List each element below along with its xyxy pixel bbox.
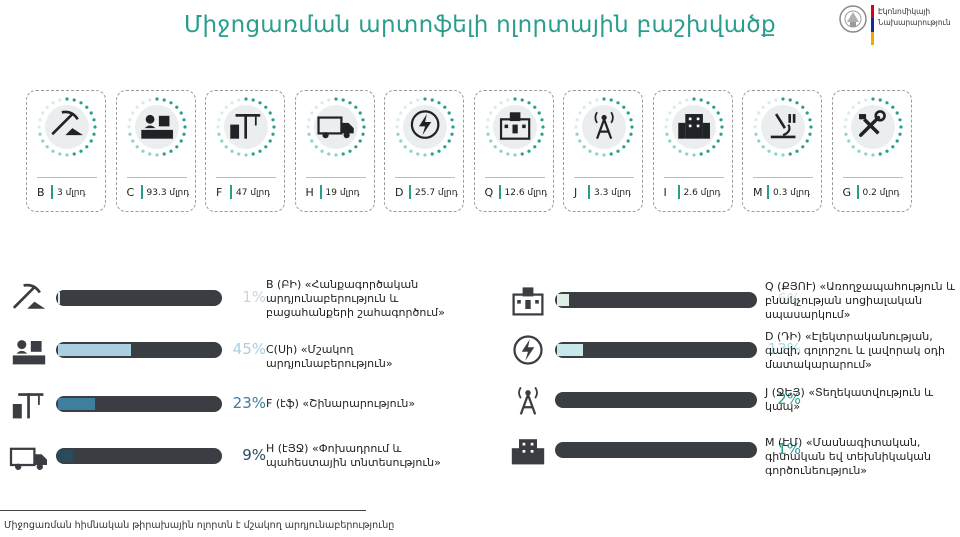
bar-row: 23% F (էֆ) «Շինարարություն» xyxy=(4,384,480,424)
hospital-icon xyxy=(484,97,545,157)
card-value: 25.7 մլրդ xyxy=(415,188,458,198)
card-value: 93.3 մլրդ xyxy=(146,188,190,198)
card-code: M xyxy=(753,186,763,199)
bar-row: 6% Q (ՔՅՈՒ) «Առողջապահություն և բնակչությ… xyxy=(503,280,960,321)
ministry-logo: Էկոնոմիկայի Նախարարություն xyxy=(838,4,958,50)
bar-fill xyxy=(557,294,569,306)
bar-label: J (ՋԵՅ) «Տեղեկատվություն և կապ» xyxy=(765,386,934,413)
card-value: 3.3 մլրդ xyxy=(594,188,631,198)
bar-percent: 2% xyxy=(777,390,801,408)
bar-fill xyxy=(58,344,131,356)
card-value: 0.3 մլրդ xyxy=(773,188,810,198)
truck-icon xyxy=(305,97,366,157)
sector-card-c: C 93.3 մլրդ xyxy=(115,90,196,212)
card-code: J xyxy=(574,186,578,199)
bar-track xyxy=(56,290,222,306)
bar-row: 13% D (ԴԻ) «Էլեկտրականության, գազի, գոլոր… xyxy=(503,330,960,371)
hotel-icon xyxy=(663,97,724,157)
bar-row: 1% M (ԷՄ) «Մասնագիտական, գիտական եվ տեխնի… xyxy=(503,430,960,477)
bar-label: D (ԴԻ) «Էլեկտրականության, գազի, գոլորշու… xyxy=(765,330,945,371)
card-value: 12.6 մլրդ xyxy=(504,188,548,198)
construction-icon xyxy=(12,393,44,419)
card-value: 0.2 մլրդ xyxy=(862,188,900,198)
bar-fill xyxy=(58,450,73,462)
bar-row: 45% C(Սի) «Մշակող արդյունաբերություն» xyxy=(4,330,480,370)
mining-icon xyxy=(13,283,46,309)
card-value: 3 մլրդ xyxy=(57,188,86,198)
card-code: H xyxy=(305,186,314,199)
lightning-icon xyxy=(395,97,455,157)
sector-card-m: M 0.3 մլրդ xyxy=(742,90,822,212)
card-code: Q xyxy=(484,186,494,199)
manufacturing-icon xyxy=(12,340,46,365)
microscope-icon xyxy=(753,97,813,157)
bar-row: 1% B (ԲԻ) «Հանքագործական արդյունաբերությո… xyxy=(4,278,480,319)
card-code: G xyxy=(842,186,852,199)
bar-fill xyxy=(58,292,60,304)
bar-label: M (ԷՄ) «Մասնագիտական, գիտական եվ տեխնիկա… xyxy=(765,436,931,477)
bar-fill xyxy=(557,394,561,406)
antenna-icon xyxy=(518,386,538,415)
hospital-icon xyxy=(512,287,544,316)
footer-note: Միջոցառման հիմնական թիրախային ոլորտն է մ… xyxy=(4,520,395,531)
bar-track xyxy=(555,292,757,308)
card-value: 47 մլրդ xyxy=(236,188,271,198)
logo-line-1: Էկոնոմիկայի xyxy=(878,7,931,16)
bar-row: 2% J (ՋԵՅ) «Տեղեկատվություն և կապ» xyxy=(503,380,960,420)
sector-card-d: D 25.7 մլրդ xyxy=(384,90,464,212)
bar-track xyxy=(56,342,222,358)
card-code: B xyxy=(37,186,45,199)
bar-percent: 23% xyxy=(232,394,266,412)
bar-percent: 1% xyxy=(242,288,266,306)
card-value: 2.6 մլրդ xyxy=(683,188,721,198)
sector-cards: B 3 մլրդ C 93.3 մլրդ F 47 մլրդ H 19 մլրդ D 25.7 մ… xyxy=(26,90,926,214)
flag-stripes xyxy=(871,5,874,45)
sector-card-g: G 0.2 մլրդ xyxy=(831,90,912,212)
bar-track xyxy=(555,392,757,408)
lightning-icon xyxy=(513,335,543,365)
tools-icon xyxy=(842,97,903,157)
bar-percent: 6% xyxy=(777,290,801,308)
bar-label: Q (ՔՅՈՒ) «Առողջապահություն և բնակչության… xyxy=(765,280,956,321)
sector-card-q: Q 12.6 մլրդ xyxy=(473,90,554,212)
bar-fill xyxy=(557,344,583,356)
card-code: F xyxy=(216,186,223,199)
manufacturing-icon xyxy=(126,97,187,157)
bar-label: B (ԲԻ) «Հանքագործական արդյունաբերություն… xyxy=(266,278,445,319)
bar-percent: 13% xyxy=(767,340,801,358)
page-title: Միջոցառման արտոֆելի ոլորտային բաշխվածք xyxy=(184,12,776,38)
bar-percent: 1% xyxy=(777,440,801,458)
construction-icon xyxy=(216,97,276,157)
bar-track xyxy=(555,442,757,458)
card-code: D xyxy=(395,186,404,199)
bar-percent: 45% xyxy=(232,340,266,358)
bar-fill xyxy=(58,398,96,410)
footer-divider xyxy=(0,510,366,511)
bar-track xyxy=(56,396,222,412)
bar-track xyxy=(56,448,222,464)
bar-row: 9% H (էՅՋ) «Փոխադրում և պահեստային տնտեսո… xyxy=(4,436,480,476)
card-code: I xyxy=(663,186,667,199)
card-code: C xyxy=(126,186,135,199)
card-value: 19 մլրդ xyxy=(325,188,360,198)
mining-icon xyxy=(37,97,97,157)
sector-card-b: B 3 մլրդ xyxy=(26,90,106,212)
sector-card-j: J 3.3 մլրդ xyxy=(563,90,643,212)
bar-percent: 9% xyxy=(242,446,266,464)
logo-line-2: Նախարարություն xyxy=(878,18,951,27)
sector-card-i: I 2.6 մլրդ xyxy=(652,90,733,212)
sector-card-h: H 19 մլրդ xyxy=(294,90,375,212)
bar-fill xyxy=(557,444,559,456)
bar-track xyxy=(555,342,757,358)
bar-label: C(Սի) «Մշակող արդյունաբերություն» xyxy=(266,343,393,370)
truck-icon xyxy=(9,447,47,470)
hotel-icon xyxy=(511,439,545,465)
coat-of-arms-icon xyxy=(839,5,867,33)
antenna-icon xyxy=(574,97,634,157)
bar-label: F (էֆ) «Շինարարություն» xyxy=(266,397,416,410)
bar-label: H (էՅՋ) «Փոխադրում և պահեստային տնտեսութ… xyxy=(266,442,441,469)
sector-card-f: F 47 մլրդ xyxy=(205,90,285,212)
